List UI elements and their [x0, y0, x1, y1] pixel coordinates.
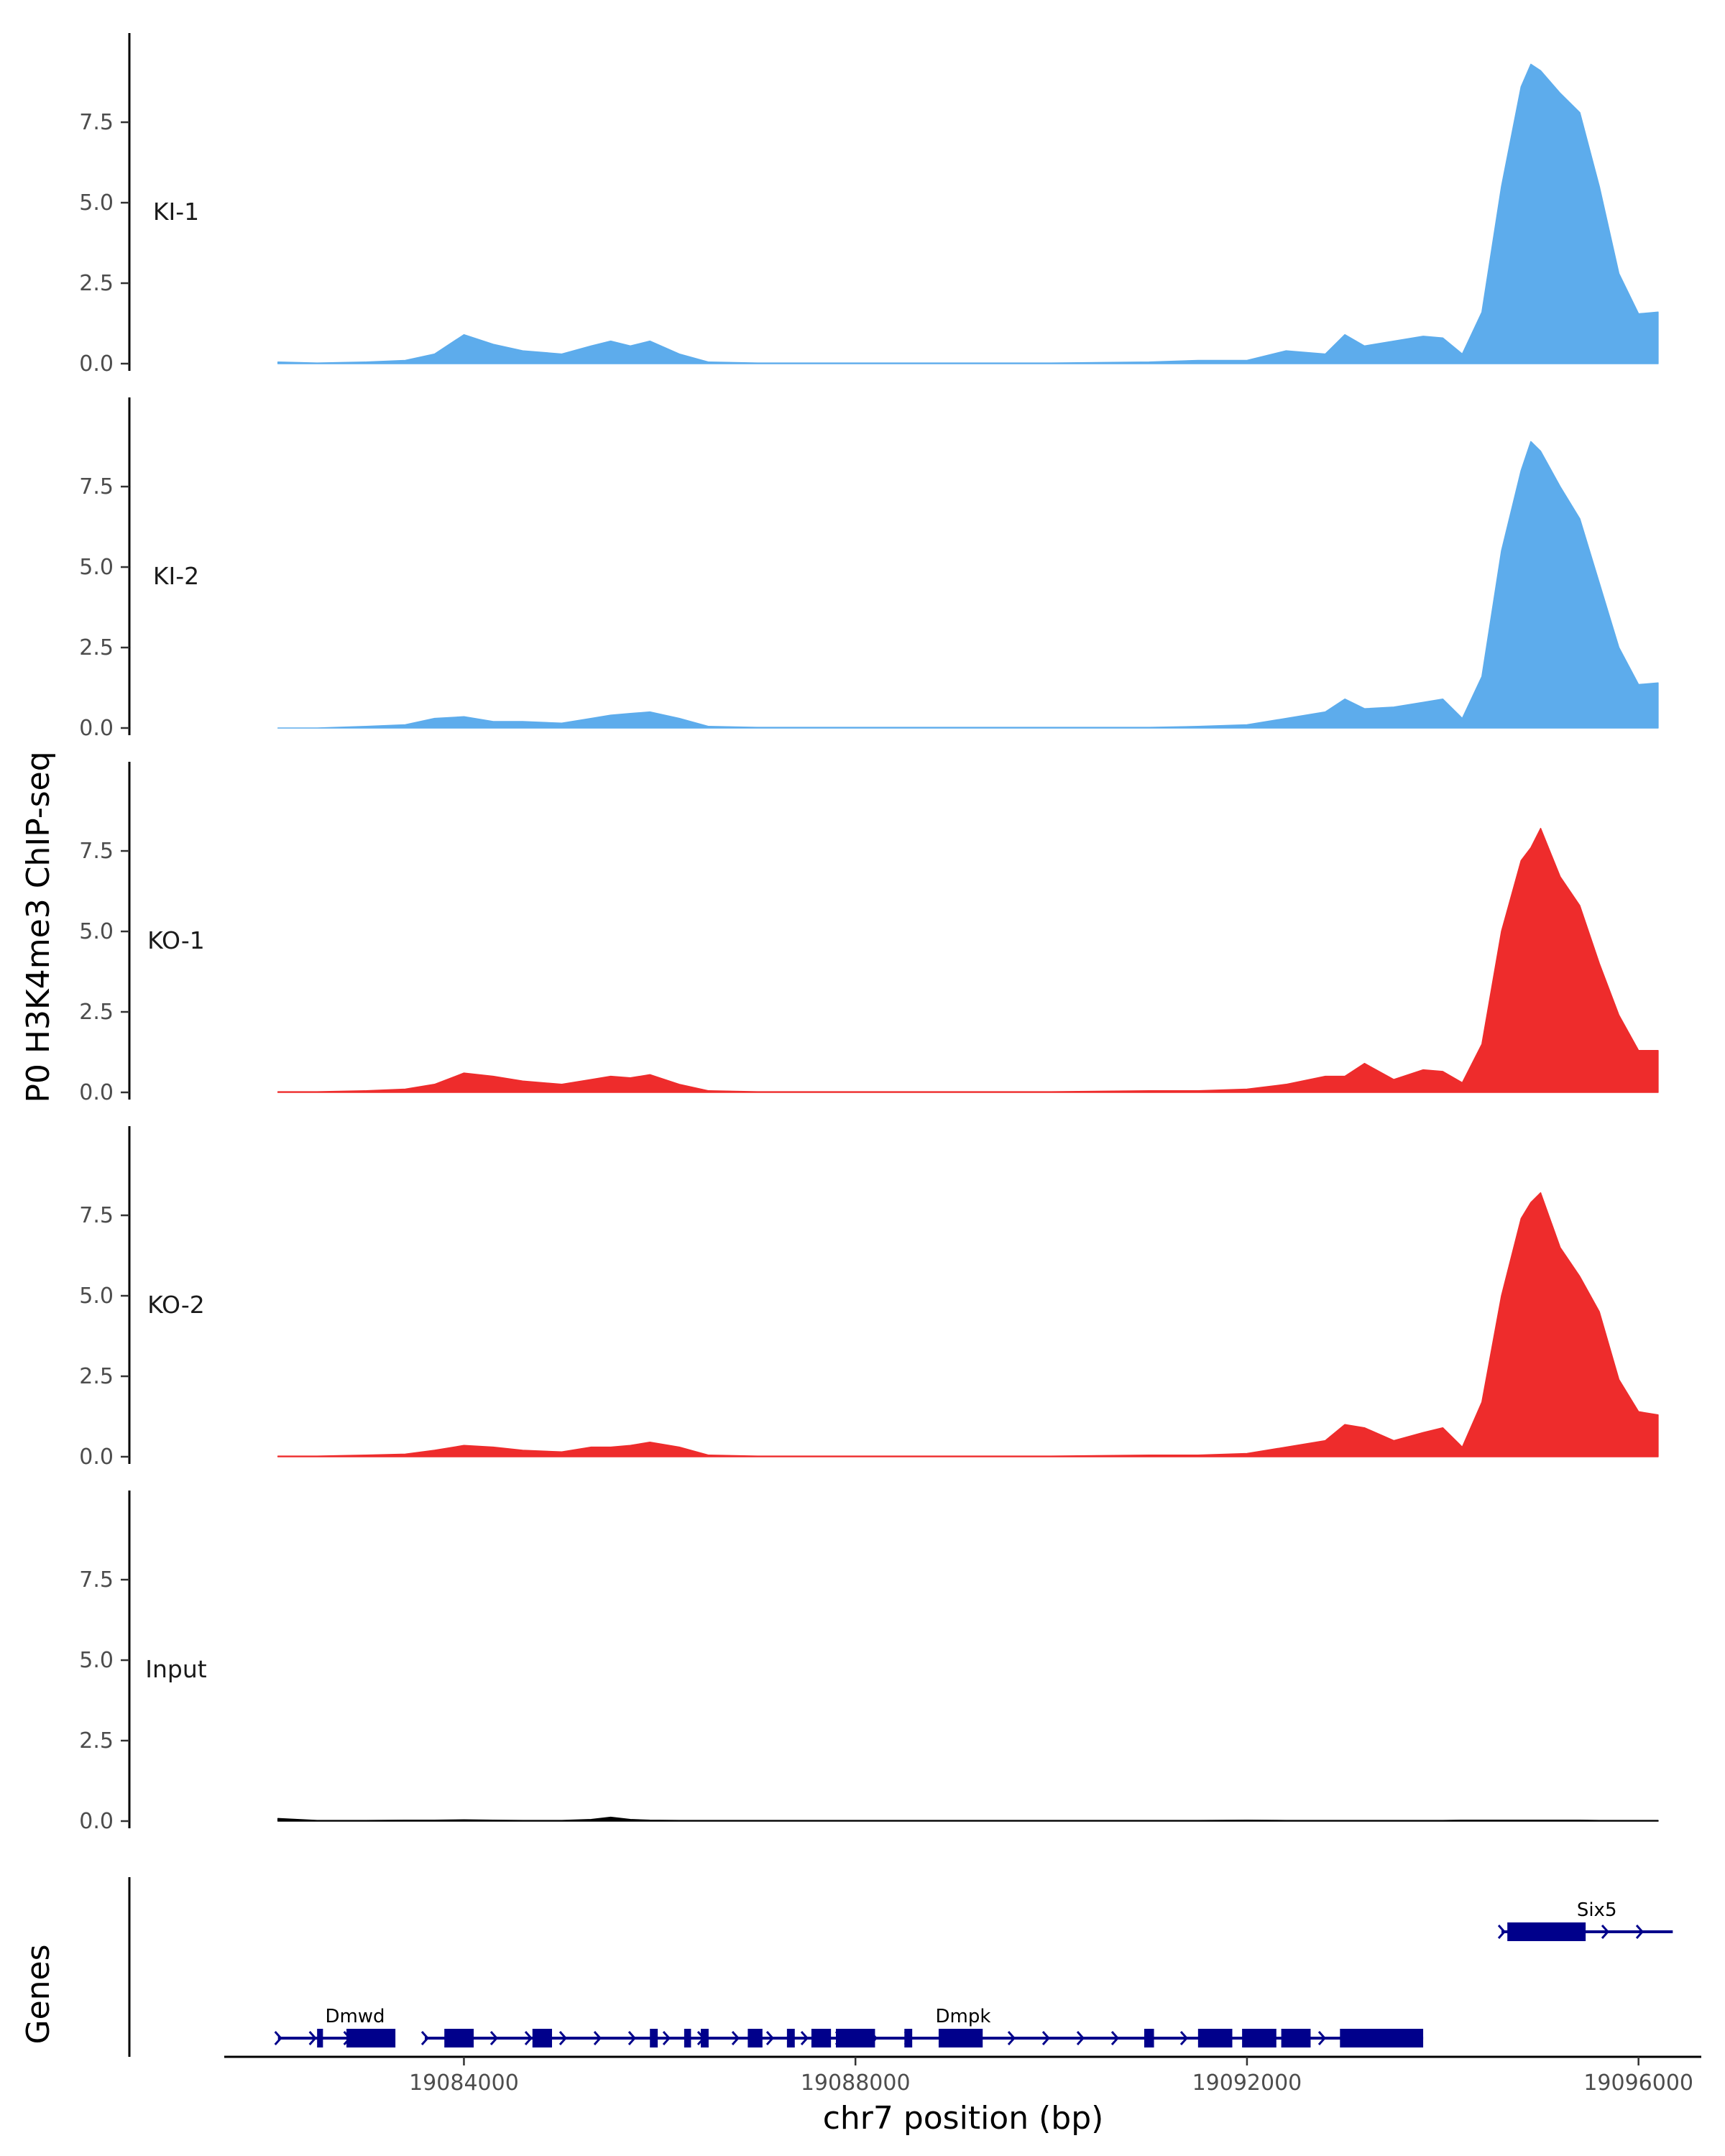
- strand-arrow: [558, 2031, 567, 2045]
- gene-label: Six5: [1577, 1899, 1617, 1921]
- y-tick-label: 7.5: [79, 110, 114, 135]
- exon: [835, 2029, 875, 2047]
- signal-area-ko-2: [277, 1192, 1659, 1457]
- genes-track-title: Genes: [20, 1944, 57, 2044]
- signal-area-ko-1: [277, 827, 1659, 1093]
- exon: [786, 2029, 795, 2047]
- strand-arrow: [274, 2031, 282, 2045]
- strand-arrow: [1110, 2031, 1119, 2045]
- exon: [1340, 2029, 1424, 2047]
- y-tick-label: 0.0: [79, 1445, 114, 1470]
- exon: [1144, 2029, 1154, 2047]
- exon: [684, 2029, 691, 2047]
- strand-arrow: [1179, 2031, 1188, 2045]
- strand-arrow: [524, 2031, 533, 2045]
- y-tick-label: 7.5: [79, 1203, 114, 1228]
- strand-arrow: [627, 2031, 636, 2045]
- track-ko-1: 0.0 2.5 5.0 7.5 KO-1: [79, 762, 1659, 1105]
- exon: [748, 2029, 763, 2047]
- gene-label: Dmpk: [936, 2006, 991, 2027]
- track-label: KI-2: [153, 562, 199, 590]
- track-label: KO-2: [147, 1291, 205, 1319]
- strand-arrow: [1076, 2031, 1085, 2045]
- exon: [532, 2029, 553, 2047]
- y-tick-label: 5.0: [79, 190, 114, 216]
- strand-arrow: [489, 2031, 498, 2045]
- strand-arrow: [308, 2031, 317, 2045]
- signal-panels: 0.0 2.5 5.0 7.5 KI-1 0.0 2.5 5.0 7.5 KI-2 0.0 2.5 5.…: [79, 33, 1659, 1834]
- signal-area-input: [277, 1816, 1659, 1822]
- y-tick-label: 2.5: [79, 1364, 114, 1389]
- y-tick-label: 7.5: [79, 839, 114, 864]
- exon: [346, 2029, 396, 2047]
- strand-arrow: [1601, 1925, 1610, 1939]
- y-tick-label: 5.0: [79, 919, 114, 944]
- track-ki-1: 0.0 2.5 5.0 7.5 KI-1: [79, 33, 1659, 377]
- strand-arrow: [662, 2031, 671, 2045]
- exon: [650, 2029, 658, 2047]
- strand-arrow: [1635, 1925, 1644, 1939]
- x-axis-title: chr7 position (bp): [823, 2100, 1104, 2137]
- strand-arrow: [1041, 2031, 1050, 2045]
- genes-panel: 19084000 19088000 19092000 19096000 Dmwd Dmpk…: [128, 1877, 1701, 2096]
- strand-arrow: [1497, 1925, 1506, 1939]
- strand-arrow: [800, 2031, 809, 2045]
- gene-label: Dmwd: [325, 2006, 385, 2027]
- exon: [938, 2029, 983, 2047]
- exon: [904, 2029, 913, 2047]
- track-ki-2: 0.0 2.5 5.0 7.5 KI-2: [79, 397, 1659, 741]
- track-input: 0.0 2.5 5.0 7.5 Input: [79, 1491, 1659, 1834]
- track-ko-2: 0.0 2.5 5.0 7.5 KO-2: [79, 1126, 1659, 1470]
- y-tick-label: 2.5: [79, 1000, 114, 1025]
- strand-arrow: [731, 2031, 740, 2045]
- exon: [444, 2029, 474, 2047]
- strand-arrow: [593, 2031, 602, 2045]
- exon: [701, 2029, 709, 2047]
- track-label: KI-1: [153, 198, 199, 226]
- exon: [317, 2029, 323, 2047]
- track-label: Input: [145, 1655, 207, 1683]
- signal-area-ki-2: [277, 441, 1659, 729]
- x-tick-label: 19092000: [1192, 2070, 1302, 2096]
- track-label: KO-1: [147, 926, 205, 954]
- y-tick-label: 0.0: [79, 1809, 114, 1834]
- y-tick-label: 2.5: [79, 1728, 114, 1754]
- y-tick-label: 5.0: [79, 1284, 114, 1309]
- exon: [1242, 2029, 1276, 2047]
- gene-six5: Six5: [1497, 1899, 1673, 1941]
- y-tick-label: 0.0: [79, 351, 114, 377]
- exon: [811, 2029, 832, 2047]
- y-axis-title: P0 H3K4me3 ChIP-seq: [20, 751, 57, 1102]
- gene-dmpk: Dmpk: [420, 2006, 1424, 2047]
- strand-arrow: [420, 2031, 429, 2045]
- y-tick-label: 0.0: [79, 1080, 114, 1105]
- y-tick-label: 2.5: [79, 271, 114, 296]
- gene-dmwd: Dmwd: [274, 2006, 396, 2047]
- y-tick-label: 2.5: [79, 635, 114, 660]
- x-tick-label: 19084000: [409, 2070, 519, 2096]
- y-tick-label: 5.0: [79, 555, 114, 580]
- signal-area-ki-1: [277, 63, 1659, 364]
- exon: [1281, 2029, 1311, 2047]
- y-tick-label: 0.0: [79, 716, 114, 741]
- x-tick-label: 19096000: [1583, 2070, 1693, 2096]
- y-tick-label: 5.0: [79, 1648, 114, 1673]
- strand-arrow: [1317, 2031, 1326, 2045]
- y-tick-label: 7.5: [79, 474, 114, 499]
- exon: [1507, 1922, 1586, 1941]
- x-tick-label: 19088000: [801, 2070, 911, 2096]
- y-tick-label: 7.5: [79, 1567, 114, 1593]
- strand-arrow: [1007, 2031, 1016, 2045]
- exon: [1197, 2029, 1233, 2047]
- strand-arrow: [765, 2031, 774, 2045]
